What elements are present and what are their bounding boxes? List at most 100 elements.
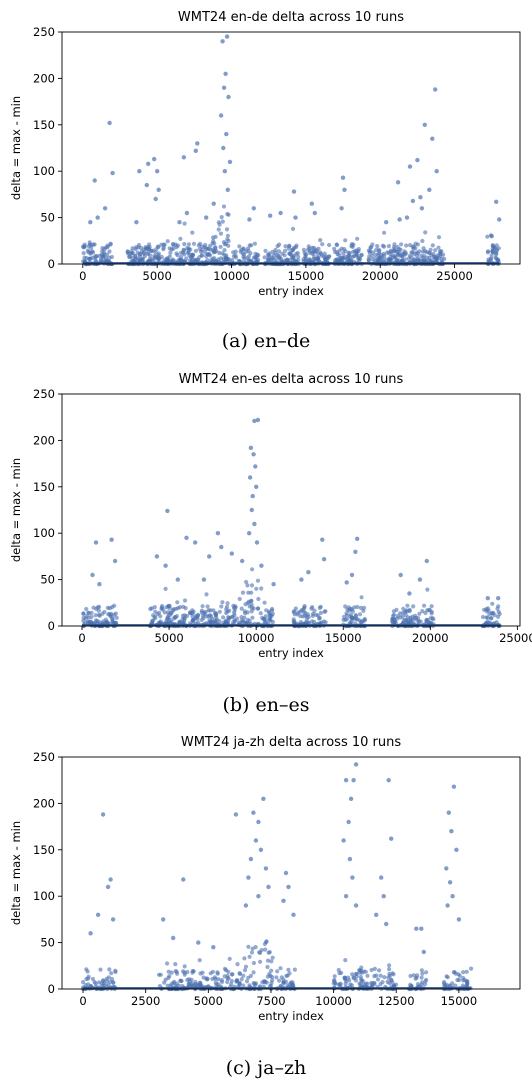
x-axis-label: entry index (258, 646, 324, 660)
data-point (216, 220, 221, 225)
data-point (446, 810, 451, 815)
data-point (167, 246, 172, 251)
data-point (302, 604, 307, 609)
data-point (225, 187, 230, 192)
data-point (381, 244, 387, 249)
data-point (205, 257, 210, 263)
data-point (351, 778, 356, 783)
data-point (287, 971, 292, 976)
data-point (374, 912, 379, 917)
y-tick-label: 100 (33, 889, 55, 903)
data-point (490, 243, 495, 248)
data-point (205, 604, 210, 609)
data-point (88, 220, 93, 225)
data-point (420, 238, 425, 244)
data-point (300, 614, 305, 619)
data-point (460, 983, 465, 988)
data-point (98, 257, 104, 262)
data-point (169, 619, 174, 625)
data-point (222, 252, 227, 257)
data-point (88, 619, 93, 624)
data-point (226, 212, 231, 217)
data-point (387, 967, 392, 972)
x-tick-label: 5000 (154, 631, 183, 645)
data-point (226, 238, 231, 244)
data-point (261, 796, 266, 801)
y-tick-label: 250 (33, 750, 55, 764)
chart-title: WMT24 en-es delta across 10 runs (179, 372, 404, 387)
data-point (373, 252, 378, 257)
data-point (448, 983, 453, 989)
data-point (312, 619, 317, 625)
data-point (417, 577, 423, 582)
data-point (190, 252, 195, 257)
data-point (110, 917, 116, 922)
data-point (221, 615, 226, 620)
data-point (400, 614, 405, 619)
data-point (185, 246, 190, 251)
data-point (488, 616, 493, 621)
data-point (388, 254, 393, 259)
data-point (322, 609, 327, 614)
data-point (418, 619, 423, 624)
data-point (171, 935, 176, 941)
data-point (220, 39, 225, 44)
data-point (405, 603, 410, 608)
data-point (407, 164, 413, 169)
data-point (242, 956, 247, 961)
data-point (171, 242, 176, 247)
data-point (299, 577, 304, 582)
data-point (237, 981, 242, 986)
data-point (206, 614, 211, 619)
data-point (385, 250, 390, 255)
data-point (451, 784, 457, 789)
data-point (469, 966, 474, 971)
x-tick-label: 10000 (213, 269, 250, 283)
data-point (190, 618, 195, 623)
data-point (413, 246, 418, 251)
data-point (415, 242, 420, 247)
data-point (427, 187, 432, 192)
data-point (358, 968, 364, 973)
data-point (296, 254, 301, 259)
chart-title: WMT24 ja-zh delta across 10 runs (181, 735, 402, 750)
data-point (496, 257, 501, 262)
data-point (186, 242, 191, 247)
data-point (269, 959, 274, 964)
data-point (246, 875, 251, 880)
data-point (401, 620, 406, 625)
data-point (270, 619, 276, 625)
data-point (146, 161, 151, 166)
data-point (213, 618, 218, 624)
data-point (312, 608, 317, 613)
data-point (167, 974, 172, 979)
data-point (226, 243, 231, 248)
data-point (226, 94, 231, 100)
data-point (211, 238, 216, 244)
data-point (404, 608, 409, 613)
data-point (246, 248, 251, 254)
y-tick-label: 100 (33, 526, 55, 540)
data-point (251, 606, 256, 611)
data-point (219, 544, 224, 550)
data-point (254, 540, 260, 545)
data-point (101, 250, 106, 255)
data-point (362, 982, 367, 987)
data-point (339, 970, 344, 975)
data-point (301, 247, 306, 252)
data-point (101, 619, 106, 624)
data-point (411, 973, 416, 978)
data-point (404, 215, 410, 220)
data-point (256, 819, 261, 825)
data-point (441, 252, 446, 257)
data-point (152, 253, 157, 258)
data-point (306, 615, 311, 620)
figure-caption-a: (a) en–de (221, 330, 311, 352)
data-point (447, 880, 453, 885)
data-point (216, 227, 221, 232)
data-point (343, 894, 349, 899)
data-point (415, 251, 420, 256)
data-point (174, 614, 179, 619)
data-point (249, 507, 254, 513)
